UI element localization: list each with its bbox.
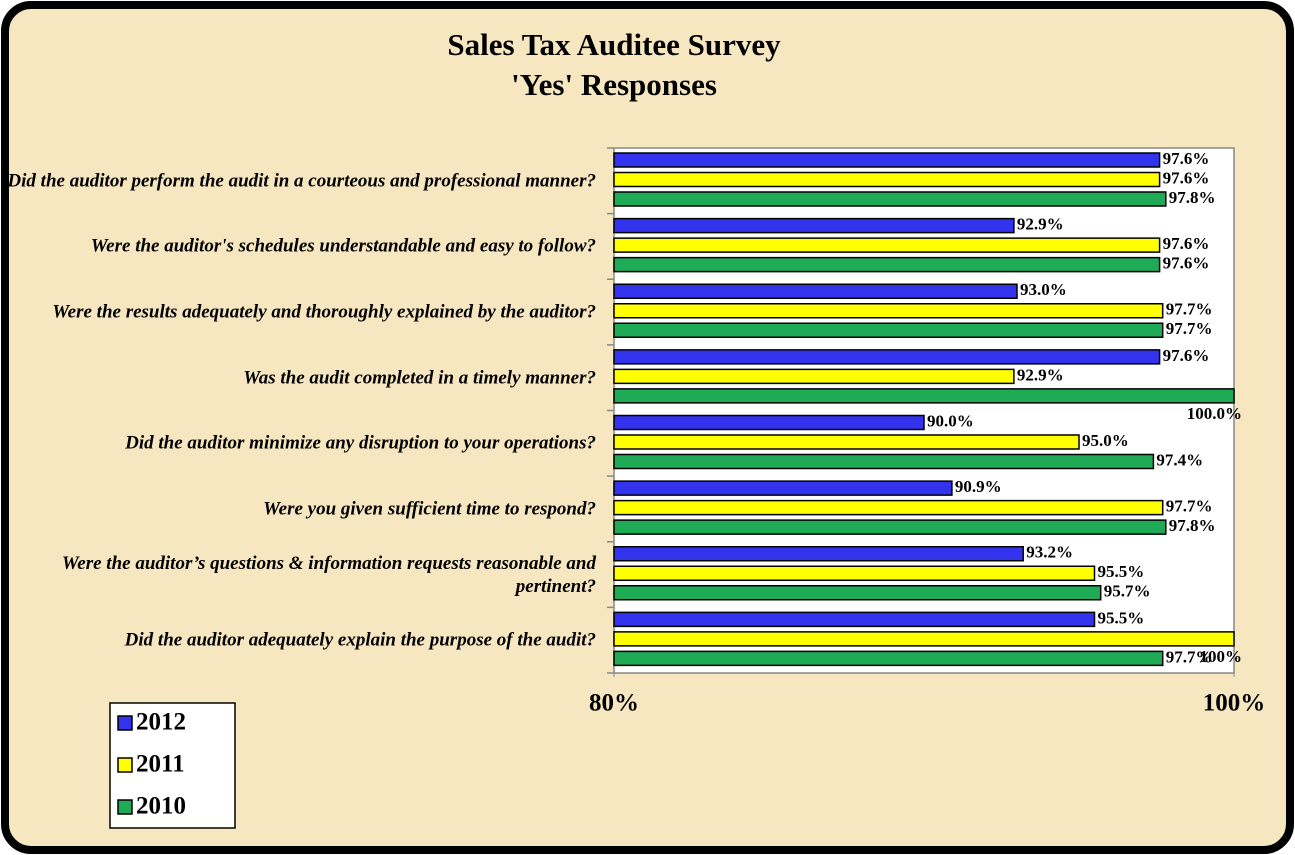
- value-label: 97.7%: [1166, 647, 1213, 666]
- bar: [613, 303, 1164, 319]
- x-tick-label: 80%: [589, 690, 639, 717]
- value-label: 97.6%: [1163, 168, 1210, 187]
- value-label: 97.6%: [1163, 234, 1210, 253]
- bar: [613, 611, 1096, 628]
- bar: [613, 388, 1235, 404]
- value-label: 92.9%: [1017, 215, 1064, 234]
- value-label: 92.9%: [1017, 365, 1064, 384]
- bar: [613, 171, 1161, 188]
- value-label: 90.9%: [955, 477, 1002, 496]
- value-label: 97.6%: [1163, 346, 1210, 365]
- bar: [613, 217, 1015, 234]
- chart-subtitle: 'Yes' Responses: [511, 67, 717, 102]
- bar: [613, 349, 1161, 365]
- bar: [613, 499, 1164, 516]
- category-label: Did the auditor minimize any disruption …: [125, 432, 596, 454]
- category-label: Were you given sufficient time to respon…: [263, 498, 596, 520]
- legend-swatch: [117, 757, 133, 773]
- category-label: Were the auditor’s questions & informati…: [61, 552, 596, 597]
- bar: [613, 631, 1235, 647]
- bar: [613, 565, 1096, 581]
- bar: [613, 434, 1080, 450]
- value-label: 100.0%: [1187, 404, 1242, 423]
- value-label: 97.7%: [1166, 300, 1213, 319]
- value-label: 95.7%: [1104, 582, 1151, 601]
- value-label: 97.8%: [1169, 188, 1216, 207]
- value-label: 97.6%: [1163, 149, 1210, 168]
- bar: [613, 191, 1167, 207]
- value-label: 95.0%: [1082, 431, 1129, 450]
- bar: [613, 480, 953, 496]
- value-label: 97.6%: [1163, 254, 1210, 273]
- bar: [613, 237, 1161, 253]
- value-label: 93.0%: [1020, 280, 1067, 299]
- chart-title: Sales Tax Auditee Survey: [447, 27, 781, 62]
- bar: [613, 414, 925, 431]
- bar: [613, 152, 1161, 168]
- category-label: Were the auditor's schedules understanda…: [90, 235, 596, 257]
- bar: [613, 546, 1024, 562]
- value-label: 90.0%: [927, 411, 974, 430]
- bar: [613, 453, 1155, 470]
- value-label: 97.7%: [1166, 319, 1213, 338]
- category-label: Did the auditor adequately explain the p…: [124, 629, 596, 651]
- legend-label: 2010: [136, 793, 186, 820]
- value-label: 100%: [1200, 647, 1243, 666]
- bar: [613, 585, 1102, 601]
- x-tick-label: 100%: [1203, 690, 1266, 717]
- value-label: 95.5%: [1098, 562, 1145, 581]
- bar: [613, 256, 1161, 273]
- bar: [613, 283, 1018, 299]
- legend-swatch: [117, 799, 133, 815]
- category-label: Did the auditor perform the audit in a c…: [7, 170, 596, 192]
- bar: [613, 322, 1164, 338]
- value-label: 97.4%: [1156, 450, 1203, 469]
- legend-label: 2012: [136, 709, 186, 736]
- value-label: 93.2%: [1026, 543, 1073, 562]
- category-label: Was the audit completed in a timely mann…: [243, 367, 596, 389]
- bar: [613, 650, 1164, 667]
- legend-swatch: [117, 715, 133, 731]
- bar: [613, 519, 1167, 535]
- bar: [613, 368, 1015, 385]
- value-label: 97.7%: [1166, 497, 1213, 516]
- value-label: 95.5%: [1098, 608, 1145, 627]
- value-label: 97.8%: [1169, 516, 1216, 535]
- legend-label: 2011: [136, 751, 185, 778]
- category-label: Were the results adequately and thorough…: [52, 301, 596, 323]
